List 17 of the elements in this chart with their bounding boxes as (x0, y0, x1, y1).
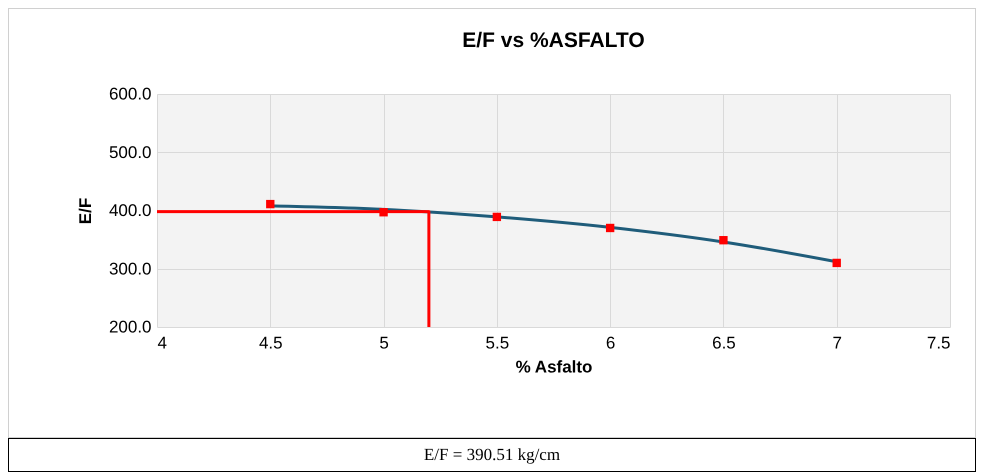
x-tick-label: 5.5 (486, 334, 510, 352)
x-tick-label: 6 (606, 334, 616, 352)
x-tick-label: 6.5 (712, 334, 736, 352)
x-tick-label: 7.5 (926, 334, 950, 352)
x-tick-label: 7 (832, 334, 842, 352)
x-axis-title: % Asfalto (516, 358, 592, 376)
y-tick-label: 400.0 (108, 201, 152, 220)
y-tick-label: 500.0 (108, 142, 152, 162)
y-tick-label: 200.0 (108, 318, 152, 336)
x-tick-label: 4.5 (258, 334, 283, 352)
x-tick-label: 4 (158, 334, 167, 352)
chart-title: E/F vs %ASFALTO (462, 29, 645, 52)
text: E/F = 390.51 kg/cm (8, 438, 976, 472)
y-tick-label: 600.0 (108, 84, 152, 104)
y-axis-title: E/F (76, 198, 95, 224)
x-tick-label: 5 (379, 334, 389, 352)
y-tick-label: 300.0 (108, 259, 152, 278)
